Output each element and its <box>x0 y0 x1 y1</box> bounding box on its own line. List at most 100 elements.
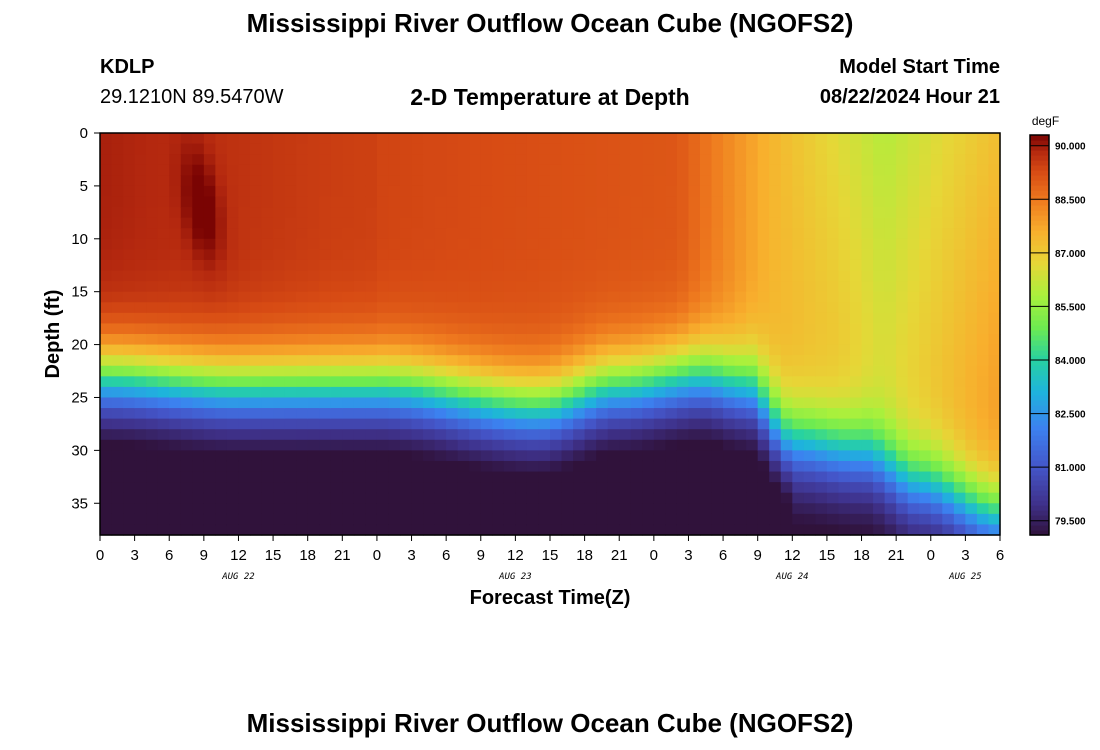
heatmap-cell <box>953 175 966 187</box>
heatmap-cell <box>850 334 863 346</box>
heatmap-cell <box>734 492 747 504</box>
heatmap-cell <box>896 513 909 526</box>
heatmap-cell <box>284 355 297 367</box>
heatmap-cell <box>100 133 113 145</box>
heatmap-cell <box>976 164 990 176</box>
heatmap-cell <box>400 281 413 293</box>
heatmap-cell <box>388 133 401 145</box>
heatmap-cell <box>873 270 886 282</box>
heatmap-cell <box>873 281 886 293</box>
heatmap-cell <box>169 524 182 536</box>
heatmap-cell <box>111 228 124 240</box>
heatmap-cell <box>850 376 863 388</box>
heatmap-cell <box>930 471 943 483</box>
heatmap-cell <box>607 450 620 462</box>
heatmap-cell <box>988 365 1001 377</box>
heatmap-cell <box>665 217 678 229</box>
heatmap-cell <box>930 376 943 388</box>
heatmap-cell <box>700 207 713 219</box>
heatmap-cell <box>215 376 228 388</box>
heatmap-cell <box>365 323 378 335</box>
heatmap-cell <box>226 185 240 198</box>
heatmap-cell <box>226 492 240 504</box>
heatmap-cell <box>988 344 1001 356</box>
heatmap-cell <box>503 492 516 504</box>
heatmap-cell <box>607 355 620 367</box>
heatmap-cell <box>988 270 1001 282</box>
heatmap-cell <box>353 418 366 430</box>
heatmap-cell <box>596 259 609 272</box>
heatmap-cell <box>573 270 586 282</box>
heatmap-cell <box>803 344 816 356</box>
heatmap-cell <box>492 524 505 536</box>
heatmap-cell <box>492 408 505 420</box>
colorbar-segment <box>1030 205 1049 211</box>
heatmap-cell <box>342 143 355 155</box>
heatmap-cell <box>446 175 459 187</box>
heatmap-cell <box>676 365 690 377</box>
heatmap-cell <box>411 344 424 356</box>
heatmap-cell <box>907 450 920 462</box>
heatmap-cell <box>619 164 632 176</box>
heatmap-cell <box>884 302 897 314</box>
heatmap-cell <box>307 217 320 229</box>
heatmap-cell <box>988 397 1001 409</box>
heatmap-cell <box>469 217 482 229</box>
heatmap-cell <box>780 460 793 473</box>
heatmap-cell <box>157 217 170 229</box>
heatmap-cell <box>434 365 447 377</box>
heatmap-cell <box>642 143 655 155</box>
heatmap-cell <box>180 175 193 187</box>
heatmap-cell <box>446 270 459 282</box>
heatmap-cell <box>365 259 378 272</box>
heatmap-cell <box>261 408 274 420</box>
heatmap-cell <box>284 429 297 441</box>
heatmap-cell <box>653 154 666 166</box>
heatmap-cell <box>850 524 863 536</box>
heatmap-cell <box>388 418 401 430</box>
heatmap-cell <box>492 460 505 473</box>
heatmap-cell <box>665 460 678 473</box>
heatmap-cell <box>884 185 897 198</box>
heatmap-cell <box>838 482 851 494</box>
heatmap-cell <box>815 334 828 346</box>
heatmap-cell <box>826 312 840 325</box>
heatmap-cell <box>988 503 1001 515</box>
heatmap-cell <box>526 503 540 515</box>
heatmap-cell <box>261 312 274 325</box>
heatmap-cell <box>780 513 793 526</box>
colorbar-segment <box>1030 150 1049 156</box>
heatmap-cell <box>226 344 240 356</box>
heatmap-cell <box>942 355 955 367</box>
heatmap-cell <box>838 408 851 420</box>
heatmap-cell <box>838 196 851 208</box>
heatmap-cell <box>250 471 263 483</box>
heatmap-cell <box>873 460 886 473</box>
heatmap-cell <box>746 513 759 526</box>
heatmap-cell <box>965 291 978 303</box>
heatmap-cell <box>492 482 505 494</box>
heatmap-cell <box>630 133 643 145</box>
heatmap-cell <box>884 291 897 303</box>
heatmap-cell <box>803 228 816 240</box>
heatmap-cell <box>642 164 655 176</box>
heatmap-cell <box>123 460 136 473</box>
colorbar-segment <box>1030 185 1049 191</box>
colorbar-segment <box>1030 170 1049 176</box>
heatmap-cell <box>457 344 470 356</box>
heatmap-cell <box>526 143 540 155</box>
heatmap-cell <box>826 334 840 346</box>
heatmap-cell <box>215 524 228 536</box>
heatmap-cell <box>792 344 805 356</box>
heatmap-cell <box>169 238 182 250</box>
heatmap-cell <box>561 196 574 208</box>
heatmap-cell <box>792 450 805 462</box>
heatmap-cell <box>157 439 170 451</box>
heatmap-cell <box>134 291 147 303</box>
heatmap-cell <box>573 291 586 303</box>
heatmap-cell <box>619 143 632 155</box>
heatmap-cell <box>965 270 978 282</box>
heatmap-cell <box>446 143 459 155</box>
heatmap-cell <box>526 196 540 208</box>
heatmap-cell <box>423 397 436 409</box>
